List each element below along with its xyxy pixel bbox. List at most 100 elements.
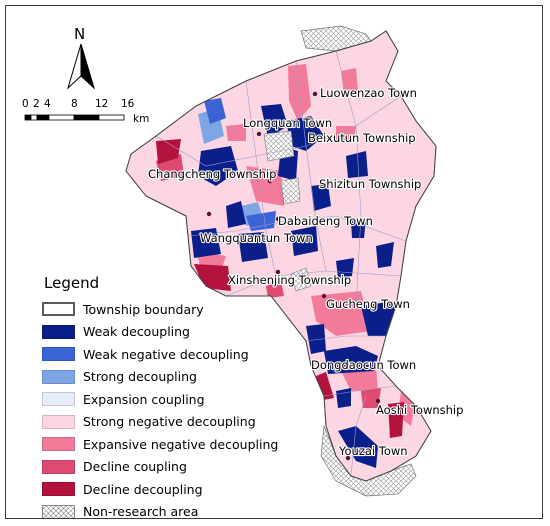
legend-title: Legend: [44, 274, 100, 292]
patch-weak-decoupling: [191, 228, 221, 258]
legend-item: Non-research area: [42, 501, 290, 519]
scale-seg: [48, 114, 75, 121]
legend-item: Weak decoupling: [42, 321, 290, 344]
label-wangquantun: Wangquantun Town: [200, 231, 313, 245]
town-marker: [321, 293, 327, 299]
label-dongdaocun: Dongdaocun Town: [311, 358, 416, 372]
legend-label: Township boundary: [83, 301, 204, 317]
legend-item: Strong decoupling: [42, 366, 290, 389]
legend: Legend Township boundary Weak decoupling W…: [42, 274, 290, 519]
label-dabaideng: Dabaideng Town: [278, 214, 373, 228]
legend-swatch: [42, 504, 75, 518]
legend-label: Decline decoupling: [83, 481, 203, 497]
label-shizitun: Shizitun Township: [319, 177, 421, 191]
patch-decline-coupling: [266, 281, 284, 298]
patch-decline-decoupling: [156, 139, 181, 164]
patch-weak-decoupling: [261, 104, 288, 138]
town-marker: [312, 91, 318, 97]
legend-swatch: [42, 482, 75, 497]
scale-tick-8: 8: [71, 98, 78, 110]
legend-swatch: [42, 347, 75, 362]
patch-weak-decoupling: [376, 242, 394, 268]
patch-weak-decoupling: [306, 324, 326, 354]
patch-weak-decoupling: [336, 388, 351, 408]
scale-tick-4: 4: [44, 98, 51, 110]
patch-weak-decoupling: [198, 146, 238, 186]
scale-tick-2: 2: [33, 98, 40, 110]
patch-weak-decoupling: [336, 258, 354, 278]
legend-label: Decline coupling: [83, 459, 187, 475]
township-boundaries: [155, 50, 407, 477]
legend-swatch: [42, 302, 75, 317]
town-marker: [307, 134, 313, 140]
scale-unit: km: [133, 113, 149, 125]
town-marker: [345, 455, 351, 461]
legend-label: Expansion coupling: [83, 391, 205, 407]
non-research-area: [280, 177, 301, 205]
patch-weak-decoupling: [286, 116, 324, 151]
patch-weak-decoupling: [324, 346, 378, 374]
patch-weak-decoupling: [361, 301, 396, 336]
scale-seg: [30, 114, 38, 121]
patch-weak-negative: [246, 211, 276, 231]
legend-swatch: [42, 324, 75, 339]
town-marker: [343, 365, 349, 371]
north-label: N: [74, 25, 85, 43]
town-markers: [206, 91, 381, 461]
scale-tick-16: 16: [121, 98, 135, 110]
legend-swatch: [42, 437, 75, 452]
town-marker: [275, 269, 281, 275]
scale-bar: 0 2 4 8 12 16 km: [22, 98, 149, 125]
patch-decline-decoupling: [388, 402, 404, 438]
label-changcheng: Changcheng Township: [148, 167, 276, 181]
patch-expansive-negative: [341, 68, 358, 94]
legend-rows: Township boundary Weak decoupling Weak neg…: [42, 298, 290, 519]
legend-swatch: [42, 392, 75, 407]
label-beixutun: Beixutun Township: [308, 131, 416, 145]
north-arrow: N: [67, 25, 95, 90]
legend-label: Weak negative decoupling: [83, 346, 249, 362]
town-marker: [256, 131, 262, 137]
scale-seg: [24, 114, 32, 121]
legend-swatch: [42, 369, 75, 384]
legend-item: Weak negative decoupling: [42, 343, 290, 366]
north-arrow-left: [67, 43, 82, 90]
legend-label: Strong negative decoupling: [83, 414, 256, 430]
patch-weak-decoupling: [238, 232, 268, 262]
scale-seg: [73, 114, 100, 121]
legend-label: Weak decoupling: [83, 324, 190, 340]
legend-swatch: [42, 459, 75, 474]
label-gucheng: Gucheng Town: [326, 297, 410, 311]
town-marker: [375, 398, 381, 404]
patch-expansive-negative: [226, 124, 246, 141]
scale-tick-0: 0: [22, 98, 29, 110]
patch-weak-decoupling: [311, 184, 331, 211]
legend-item: Expansion coupling: [42, 388, 290, 411]
map-frame: Luowenzao Town Longquan Town Beixutun To…: [5, 5, 543, 519]
legend-item: Township boundary: [42, 298, 290, 321]
scale-tick-12: 12: [95, 98, 108, 110]
map-canvas: Luowenzao Town Longquan Town Beixutun To…: [22, 25, 465, 497]
scale-seg: [98, 114, 125, 121]
patch-weak-decoupling: [226, 201, 246, 228]
patch-weak-negative: [204, 98, 226, 124]
label-xinshenjing: Xinshenjing Township: [228, 273, 351, 287]
patch-decline-coupling: [361, 388, 381, 408]
legend-item: Strong negative decoupling: [42, 411, 290, 434]
legend-item: Decline coupling: [42, 456, 290, 479]
legend-swatch: [42, 414, 75, 429]
town-marker: [267, 178, 273, 184]
decoupling-patches: [156, 64, 416, 468]
town-marker: [275, 216, 281, 222]
region-outline: [125, 30, 437, 482]
label-aoshi: Aoshi Township: [376, 403, 463, 417]
non-research-area: [263, 130, 295, 162]
patch-weak-decoupling: [338, 426, 378, 468]
town-marker: [325, 180, 331, 186]
label-longquan: Longquan Town: [243, 116, 332, 130]
legend-item: Decline decoupling: [42, 478, 290, 501]
north-arrow-right: [80, 43, 95, 90]
patch-expansive-negative: [336, 126, 356, 141]
legend-label: Non-research area: [83, 504, 199, 519]
legend-label: Strong decoupling: [83, 369, 197, 385]
